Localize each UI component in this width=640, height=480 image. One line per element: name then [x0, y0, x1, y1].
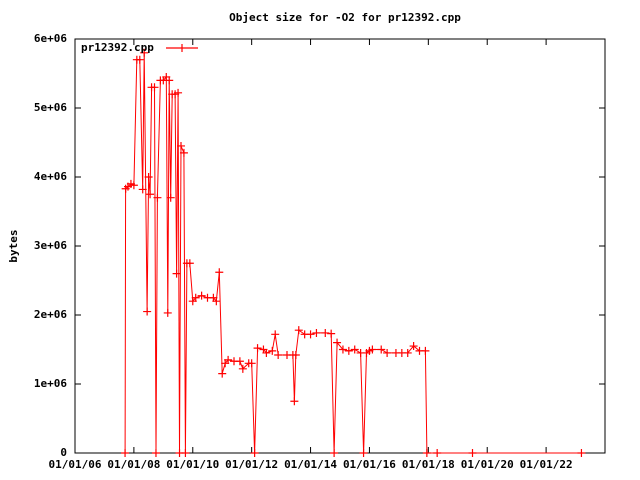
point-marker — [577, 449, 586, 457]
y-tick-label: 3e+06 — [34, 239, 67, 252]
y-axis-label: bytes — [7, 229, 20, 262]
point-marker — [321, 328, 330, 337]
point-marker — [235, 357, 244, 366]
legend-swatch — [166, 44, 198, 52]
point-marker — [172, 269, 181, 278]
x-tick-label: 01/01/14 — [284, 458, 337, 471]
point-marker — [150, 83, 159, 92]
point-marker — [271, 330, 280, 339]
x-tick-label: 01/01/08 — [107, 458, 160, 471]
point-marker — [238, 364, 247, 373]
y-tick-label: 1e+06 — [34, 377, 67, 390]
point-marker — [290, 397, 299, 406]
point-marker — [247, 359, 256, 368]
point-marker — [146, 190, 155, 199]
point-marker — [359, 449, 368, 457]
point-marker — [268, 346, 277, 355]
point-marker — [294, 326, 303, 335]
legend-label: pr12392.cpp — [81, 41, 154, 54]
y-tick-label: 2e+06 — [34, 308, 67, 321]
point-marker — [179, 148, 188, 157]
point-marker — [215, 268, 224, 277]
x-tick-label: 01/01/22 — [520, 458, 573, 471]
point-marker — [166, 193, 175, 202]
point-marker — [185, 259, 194, 268]
point-marker — [433, 449, 442, 457]
y-tick-label: 6e+06 — [34, 32, 67, 45]
point-marker — [333, 338, 342, 347]
x-tick-label: 01/01/20 — [461, 458, 514, 471]
point-marker — [306, 330, 315, 339]
point-marker — [138, 185, 147, 194]
point-marker — [129, 181, 138, 190]
point-marker — [143, 307, 152, 316]
point-marker — [291, 351, 300, 360]
point-marker — [368, 345, 377, 354]
point-marker — [212, 297, 221, 306]
point-marker — [165, 76, 174, 85]
point-marker — [421, 346, 430, 355]
x-tick-label: 01/01/16 — [343, 458, 396, 471]
point-marker — [330, 449, 339, 457]
point-marker — [163, 308, 172, 317]
point-marker — [253, 344, 262, 353]
point-marker — [338, 345, 347, 354]
x-tick-label: 01/01/18 — [402, 458, 455, 471]
point-marker — [191, 293, 200, 302]
point-marker — [327, 329, 336, 338]
x-tick-label: 01/01/06 — [49, 458, 102, 471]
point-marker — [218, 369, 227, 378]
point-marker — [181, 449, 190, 457]
point-marker — [177, 141, 185, 150]
point-marker — [403, 348, 412, 357]
y-tick-label: 0 — [60, 446, 67, 459]
point-marker — [153, 193, 162, 202]
x-tick-label: 01/01/10 — [166, 458, 219, 471]
series-line — [124, 52, 582, 454]
point-marker — [135, 55, 144, 64]
point-marker — [350, 345, 359, 354]
point-marker — [312, 328, 321, 337]
point-marker — [409, 342, 418, 351]
point-marker — [144, 173, 153, 181]
point-marker — [468, 449, 477, 457]
point-marker — [377, 345, 386, 354]
point-marker — [151, 449, 160, 457]
x-tick-label: 01/01/12 — [225, 458, 278, 471]
point-marker — [140, 48, 149, 57]
point-marker — [274, 351, 283, 360]
point-marker — [262, 348, 271, 357]
point-marker — [344, 346, 353, 355]
y-tick-label: 4e+06 — [34, 170, 67, 183]
point-marker — [121, 449, 130, 457]
point-marker — [224, 355, 233, 364]
point-marker — [383, 348, 392, 357]
point-marker — [197, 291, 206, 300]
chart-title: Object size for -O2 for pr12392.cpp — [229, 11, 461, 24]
point-marker — [422, 449, 431, 457]
point-marker — [174, 88, 183, 97]
y-tick-label: 5e+06 — [34, 101, 67, 114]
point-marker — [250, 449, 259, 457]
